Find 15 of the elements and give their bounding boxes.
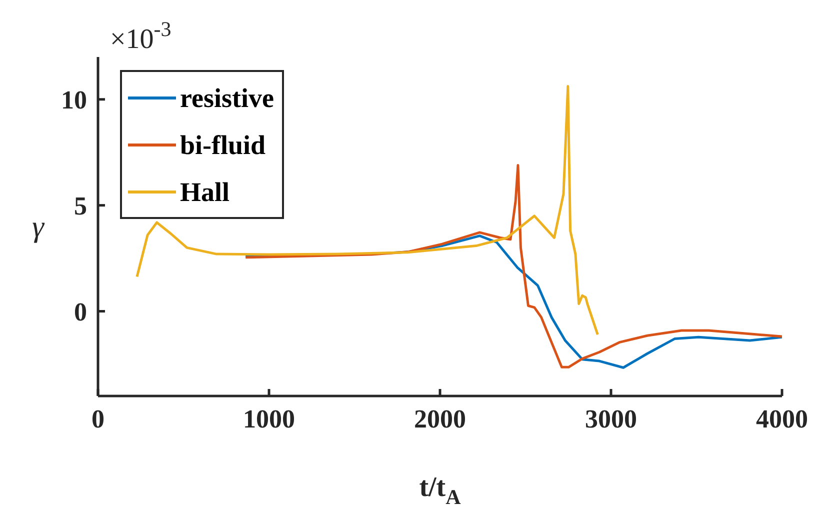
line-series <box>244 164 782 368</box>
y-tick-label: 5 <box>74 192 87 221</box>
y-tick-label: 10 <box>61 86 87 115</box>
legend-label: resistive <box>180 82 274 114</box>
x-tick-label: 2000 <box>414 404 466 434</box>
y-axis-title: γ <box>32 210 46 244</box>
legend-label: Hall <box>180 176 230 208</box>
x-tick-label: 1000 <box>243 404 295 434</box>
legend-label: bi-fluid <box>180 128 266 162</box>
x-tick-label: 3000 <box>585 404 637 434</box>
line-series <box>136 84 599 336</box>
y-tick-label: 0 <box>74 297 87 326</box>
text: ×10$^{-3}$ <box>110 17 172 55</box>
x-axis-title: t/t$_{A}$ <box>419 472 462 510</box>
x-tick-label: 4000 <box>756 404 808 434</box>
